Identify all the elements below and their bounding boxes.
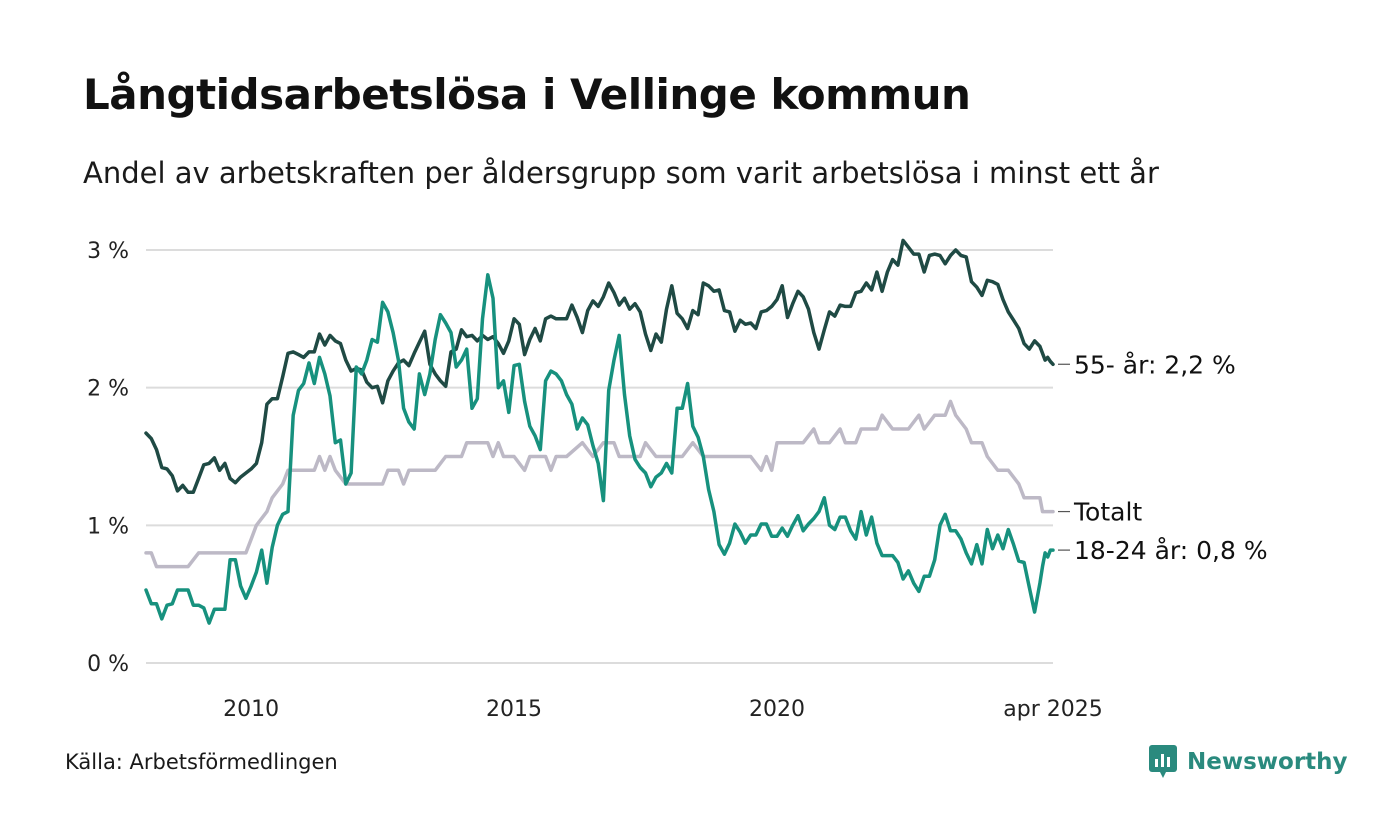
x-tick-label: 2010 (223, 697, 279, 722)
newsworthy-logo[interactable]: Newsworthy (1148, 744, 1348, 780)
y-tick-label: 2 % (87, 377, 129, 402)
y-tick-label: 0 % (87, 652, 129, 677)
series-label-age1824: 18-24 år: 0,8 % (1074, 536, 1268, 565)
brand-name: Newsworthy (1187, 749, 1348, 775)
y-tick-label: 1 % (87, 514, 129, 539)
x-tick-label: 2020 (749, 697, 805, 722)
chart-title: Långtidsarbetslösa i Vellinge kommun (83, 70, 971, 119)
series-line-total (144, 399, 1055, 569)
x-tick-label: apr 2025 (1003, 697, 1102, 722)
series-label-age55: 55- år: 2,2 % (1074, 350, 1236, 379)
series-lines (144, 238, 1055, 625)
series-line-age1824 (144, 273, 1055, 625)
y-tick-label: 3 % (87, 239, 129, 264)
x-axis-ticks: 2010 2015 2020 apr 2025 (223, 697, 1103, 722)
grid-lines (146, 249, 1053, 664)
series-labels: Totalt 55- år: 2,2 % 18-24 år: 0,8 % (1058, 350, 1268, 565)
x-tick-label: 2015 (486, 697, 542, 722)
line-chart: 0 % 1 % 2 % 3 % 2010 2015 2020 apr 2025 Totalt… (87, 238, 1268, 722)
source-note: Källa: Arbetsförmedlingen (65, 750, 338, 774)
series-label-total: Totalt (1073, 498, 1142, 527)
newsworthy-logo-icon (1149, 745, 1177, 778)
series-line-age55 (144, 238, 1055, 495)
chart-subtitle: Andel av arbetskraften per åldersgrupp s… (83, 156, 1159, 190)
y-axis-ticks: 0 % 1 % 2 % 3 % (87, 239, 129, 677)
